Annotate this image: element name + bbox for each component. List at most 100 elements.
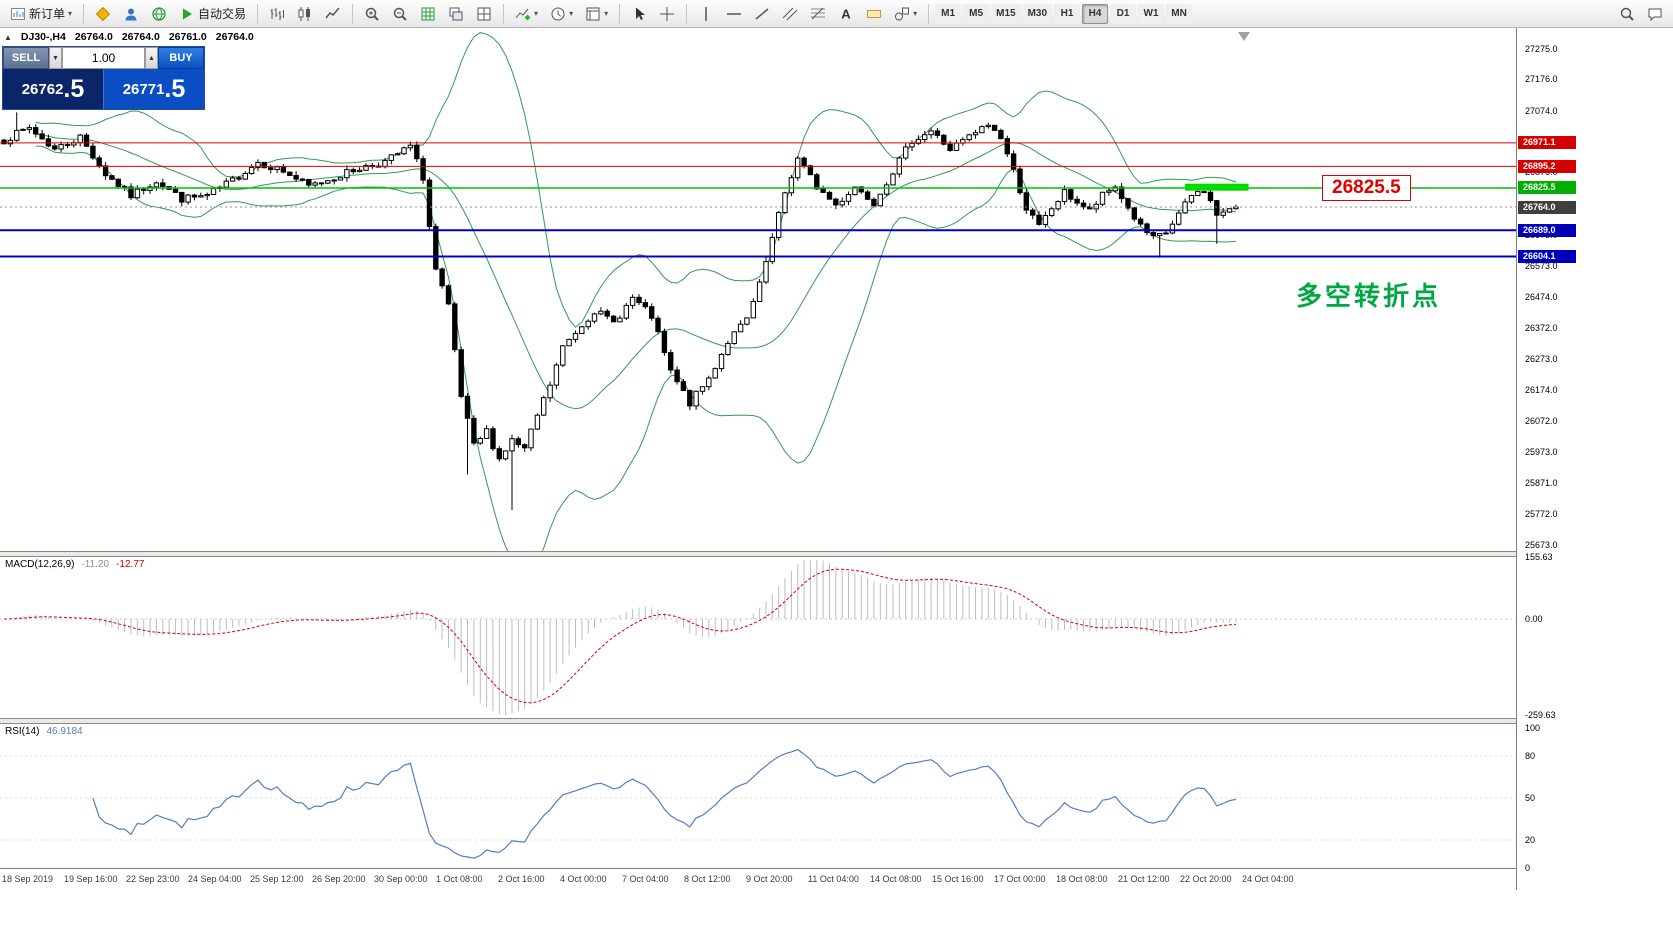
rsi-axis-label: 80: [1525, 751, 1536, 761]
clock-icon: [551, 7, 565, 20]
price-callout-label[interactable]: 26825.5: [1322, 175, 1411, 201]
macd-label: MACD(12,26,9) -11.20 -12.77: [5, 559, 144, 570]
timeframe-m5-button[interactable]: M5: [963, 3, 990, 24]
trend-icon: [755, 7, 769, 20]
price-axis-label: 27176.0: [1525, 74, 1558, 84]
buy-price-main: 26771: [122, 80, 165, 98]
macd-indicator-panel[interactable]: [0, 557, 1516, 718]
mql5-market-button[interactable]: [90, 3, 116, 25]
pointer-icon: [636, 7, 646, 20]
vertical-line-button[interactable]: [693, 3, 719, 25]
timeframe-d1-button[interactable]: D1: [1110, 3, 1137, 24]
one-click-trading-panel: SELL ▼ ▲ BUY 26762 .5 26771 .5: [2, 46, 205, 110]
ohlc-high: 26764.0: [121, 31, 160, 43]
templates-button[interactable]: ▾: [580, 3, 613, 25]
news-button[interactable]: [146, 3, 172, 25]
toolbar-separator: [928, 3, 930, 24]
chart-shift-marker[interactable]: [1238, 32, 1250, 41]
lot-increase-button[interactable]: ▲: [145, 47, 158, 69]
channel-button[interactable]: [777, 3, 803, 25]
panel-separator[interactable]: [0, 718, 1673, 724]
sell-price[interactable]: 26762 .5: [3, 69, 103, 109]
rsi-label: RSI(14) 46.9184: [5, 726, 83, 737]
trade-panel-prices: 26762 .5 26771 .5: [3, 69, 204, 109]
price-axis[interactable]: 27275.027176.027074.026876.026675.026573…: [1516, 28, 1673, 890]
buy-price[interactable]: 26771 .5: [103, 69, 204, 109]
candles-layer: [1, 112, 1239, 510]
time-axis-label: 4 Oct 00:00: [560, 874, 607, 884]
tile-windows-button[interactable]: [471, 3, 497, 25]
indicator-icon: [515, 8, 531, 20]
time-axis[interactable]: 18 Sep 2019 19 Sep 16:00 22 Sep 23:00 24 Se…: [0, 868, 1516, 892]
chevron-down-icon: ▾: [913, 8, 918, 18]
rsi-indicator-panel[interactable]: [0, 724, 1516, 868]
ohlc-close: 26764.0: [215, 31, 254, 43]
autotrading-button[interactable]: 自动交易: [174, 3, 251, 25]
indicators-button[interactable]: ▾: [510, 3, 543, 25]
linechart-icon: [325, 7, 340, 18]
shapes-button[interactable]: ▾: [889, 3, 922, 25]
sell-button[interactable]: SELL: [3, 47, 49, 69]
timeframe-m1-button[interactable]: M1: [935, 3, 962, 24]
channel-icon: [782, 7, 798, 20]
cascade-windows-button[interactable]: [443, 3, 469, 25]
panel-separator[interactable]: [0, 551, 1673, 557]
highlight-segment[interactable]: [1185, 183, 1249, 191]
timeframe-w1-button[interactable]: W1: [1138, 3, 1165, 24]
line-chart-button[interactable]: [320, 3, 346, 25]
trade-panel-toggle-icon[interactable]: ▲: [4, 32, 12, 42]
candlestick-chart-button[interactable]: [292, 3, 318, 25]
new-order-button-label: 新订单: [29, 7, 66, 21]
community-button[interactable]: [118, 3, 144, 25]
price-axis-label: 25973.0: [1525, 447, 1558, 457]
turning-point-annotation[interactable]: 多空转折点: [1296, 281, 1442, 311]
lot-decrease-button[interactable]: ▼: [49, 47, 62, 69]
sell-price-main: 26762: [21, 80, 64, 98]
zoom-in-button[interactable]: [359, 3, 385, 25]
buy-button[interactable]: BUY: [158, 47, 204, 69]
main-chart[interactable]: [0, 28, 1516, 551]
price-axis-label: 25673.0: [1525, 540, 1558, 550]
lot-size-input[interactable]: [62, 47, 145, 69]
horizontal-line-button[interactable]: [721, 3, 747, 25]
crosshair-button[interactable]: [654, 3, 680, 25]
time-axis-label: 25 Sep 12:00: [250, 874, 304, 884]
rsi-axis-label: 50: [1525, 793, 1536, 803]
price-axis-label: 26474.0: [1525, 292, 1558, 302]
periods-button[interactable]: ▾: [545, 3, 578, 25]
timeframe-mn-button[interactable]: MN: [1166, 3, 1193, 24]
time-axis-label: 17 Oct 00:00: [994, 874, 1046, 884]
timeframe-m30-button[interactable]: M30: [1022, 3, 1053, 24]
bar-chart-button[interactable]: [264, 3, 290, 25]
buy-price-frac: .5: [164, 74, 186, 103]
hline-icon: [727, 12, 742, 15]
text-button[interactable]: A: [833, 3, 859, 25]
trendline-button[interactable]: [749, 3, 775, 25]
toolbar-separator: [83, 3, 85, 24]
magnifier-icon: [1620, 7, 1634, 21]
price-axis-label: 26573.0: [1525, 261, 1558, 271]
time-axis-label: 18 Sep 2019: [2, 874, 54, 884]
search-button[interactable]: [1614, 3, 1640, 25]
timeframe-h4-button[interactable]: H4: [1082, 3, 1109, 24]
fibonacci-button[interactable]: [805, 3, 831, 25]
new-order-button[interactable]: 新订单 ▾: [5, 3, 77, 25]
time-axis-label: 1 Oct 08:00: [436, 874, 483, 884]
rsi-name: RSI(14): [5, 726, 40, 737]
text-label-button[interactable]: [861, 3, 887, 25]
timeframe-h1-button[interactable]: H1: [1054, 3, 1081, 24]
rsi-value: 46.9184: [46, 726, 83, 737]
chat-button[interactable]: [1642, 3, 1668, 25]
time-axis-label: 8 Oct 12:00: [684, 874, 731, 884]
current-price-chip: 26764.0: [1518, 201, 1576, 214]
template-icon: [586, 7, 600, 20]
globe-icon: [152, 6, 166, 21]
timeframe-m15-button[interactable]: M15: [991, 3, 1021, 24]
grid-button[interactable]: [415, 3, 441, 25]
svg-text:A: A: [841, 6, 851, 21]
zoom-out-button[interactable]: [387, 3, 413, 25]
chevron-down-icon: ▾: [569, 8, 574, 18]
cursor-button[interactable]: [626, 3, 652, 25]
zoomin-icon: [365, 7, 379, 21]
fibo-icon: [811, 7, 826, 19]
